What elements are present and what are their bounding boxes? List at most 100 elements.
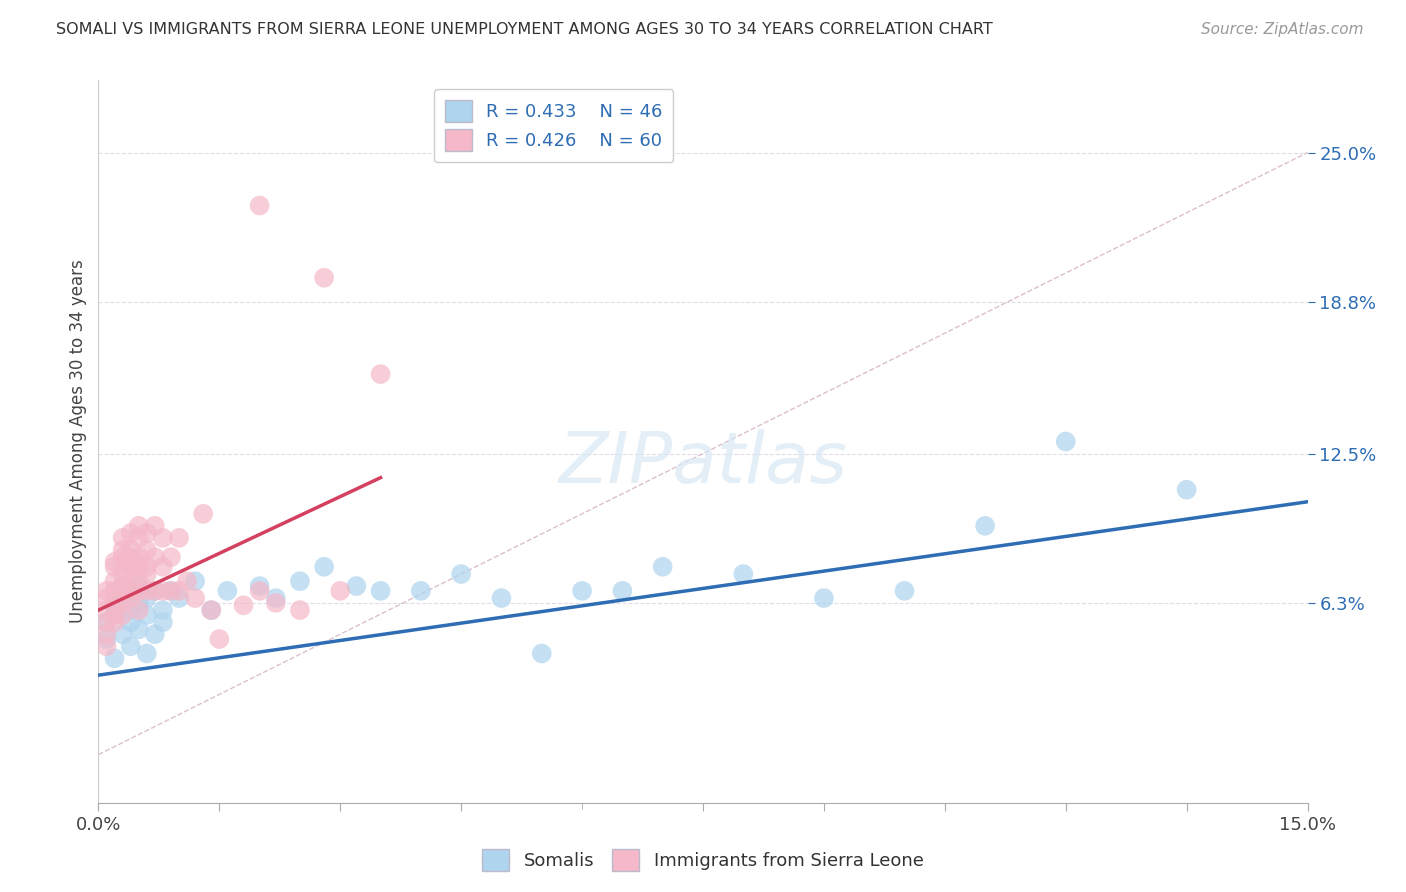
Point [135, 607, 157, 622]
Point [111, 550, 134, 565]
Point [120, 583, 142, 598]
Point [128, 519, 150, 533]
Point [103, 599, 125, 613]
Point [111, 531, 134, 545]
Point [111, 542, 134, 557]
Point [530, 647, 553, 661]
Point [143, 519, 166, 533]
Point [135, 647, 157, 661]
Point [167, 531, 190, 545]
Point [120, 559, 142, 574]
Point [128, 583, 150, 598]
Point [128, 623, 150, 637]
Point [612, 583, 634, 598]
Point [1054, 434, 1077, 449]
Point [167, 583, 190, 598]
Point [217, 583, 239, 598]
Y-axis label: Unemployment Among Ages 30 to 34 years: Unemployment Among Ages 30 to 34 years [69, 260, 87, 624]
Point [249, 198, 271, 212]
Point [184, 574, 207, 589]
Point [314, 559, 336, 574]
Point [120, 639, 142, 653]
Point [103, 596, 125, 610]
Text: ZIPatlas: ZIPatlas [558, 429, 848, 498]
Point [249, 583, 271, 598]
Point [249, 579, 271, 593]
Point [264, 591, 287, 606]
Point [103, 555, 125, 569]
Point [974, 519, 997, 533]
Point [120, 567, 142, 582]
Point [120, 603, 142, 617]
Point [329, 583, 352, 598]
Point [733, 567, 755, 582]
Point [120, 526, 142, 541]
Point [128, 596, 150, 610]
Point [160, 583, 183, 598]
Point [135, 526, 157, 541]
Point [160, 550, 183, 565]
Point [813, 591, 835, 606]
Point [111, 583, 134, 598]
Point [193, 507, 215, 521]
Text: SOMALI VS IMMIGRANTS FROM SIERRA LEONE UNEMPLOYMENT AMONG AGES 30 TO 34 YEARS CO: SOMALI VS IMMIGRANTS FROM SIERRA LEONE U… [56, 22, 993, 37]
Point [152, 603, 174, 617]
Point [135, 583, 157, 598]
Point [111, 579, 134, 593]
Point [651, 559, 673, 574]
Point [96, 627, 118, 641]
Point [96, 639, 118, 653]
Point [152, 531, 174, 545]
Point [344, 579, 367, 593]
Point [120, 542, 142, 557]
Point [120, 591, 142, 606]
Point [96, 632, 118, 646]
Point [167, 591, 190, 606]
Legend: R = 0.433    N = 46, R = 0.426    N = 60: R = 0.433 N = 46, R = 0.426 N = 60 [434, 89, 673, 162]
Point [120, 583, 142, 598]
Point [128, 574, 150, 589]
Point [120, 550, 142, 565]
Point [143, 550, 166, 565]
Point [893, 583, 915, 598]
Point [103, 607, 125, 622]
Point [288, 574, 311, 589]
Point [314, 270, 336, 285]
Point [128, 579, 150, 593]
Point [128, 559, 150, 574]
Legend: Somalis, Immigrants from Sierra Leone: Somalis, Immigrants from Sierra Leone [475, 842, 931, 879]
Point [208, 632, 231, 646]
Point [1175, 483, 1198, 497]
Point [232, 599, 254, 613]
Point [96, 615, 118, 630]
Point [128, 550, 150, 565]
Point [96, 583, 118, 598]
Point [111, 627, 134, 641]
Point [96, 603, 118, 617]
Point [143, 627, 166, 641]
Point [120, 615, 142, 630]
Point [111, 607, 134, 622]
Point [128, 603, 150, 617]
Point [96, 591, 118, 606]
Point [103, 583, 125, 598]
Point [370, 367, 392, 381]
Point [111, 567, 134, 582]
Point [103, 559, 125, 574]
Point [143, 583, 166, 598]
Point [409, 583, 432, 598]
Point [111, 591, 134, 606]
Point [128, 531, 150, 545]
Point [103, 574, 125, 589]
Point [370, 583, 392, 598]
Point [135, 567, 157, 582]
Point [184, 591, 207, 606]
Point [135, 591, 157, 606]
Point [111, 596, 134, 610]
Point [135, 559, 157, 574]
Point [200, 603, 222, 617]
Point [152, 615, 174, 630]
Text: Source: ZipAtlas.com: Source: ZipAtlas.com [1201, 22, 1364, 37]
Point [103, 615, 125, 630]
Point [288, 603, 311, 617]
